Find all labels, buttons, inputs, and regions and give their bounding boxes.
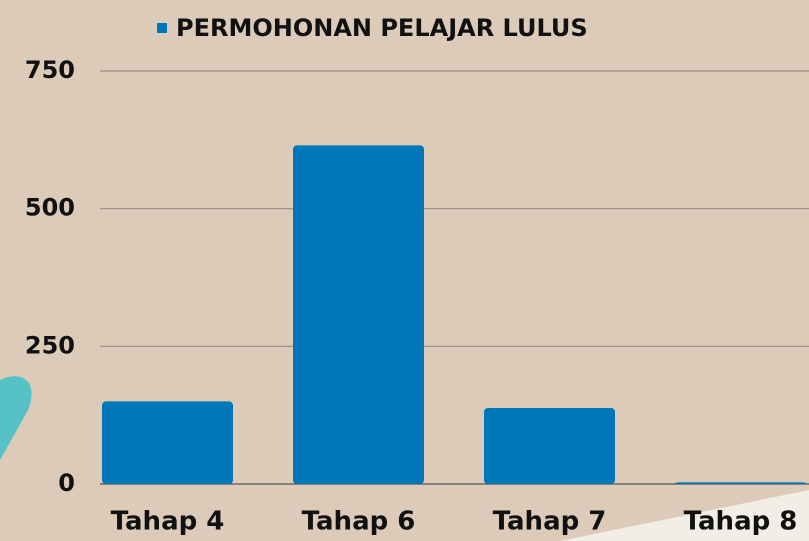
decoration xyxy=(560,490,809,541)
x-tick-label: Tahap 7 xyxy=(493,507,607,537)
legend-label: PERMOHONAN PELAJAR LULUS xyxy=(176,14,588,42)
x-tick-label: Tahap 6 xyxy=(302,507,416,537)
x-tick-label: Tahap 4 xyxy=(111,507,225,537)
y-tick-label: 0 xyxy=(58,469,75,497)
bar xyxy=(102,401,233,484)
y-tick-label: 500 xyxy=(25,194,75,222)
y-tick-label: 750 xyxy=(25,56,75,84)
legend-marker xyxy=(157,23,167,33)
bar xyxy=(293,145,424,484)
y-tick-label: 250 xyxy=(25,331,75,359)
bar xyxy=(675,482,806,484)
bar xyxy=(484,408,615,484)
x-tick-label: Tahap 8 xyxy=(684,507,798,537)
decoration xyxy=(0,376,32,460)
